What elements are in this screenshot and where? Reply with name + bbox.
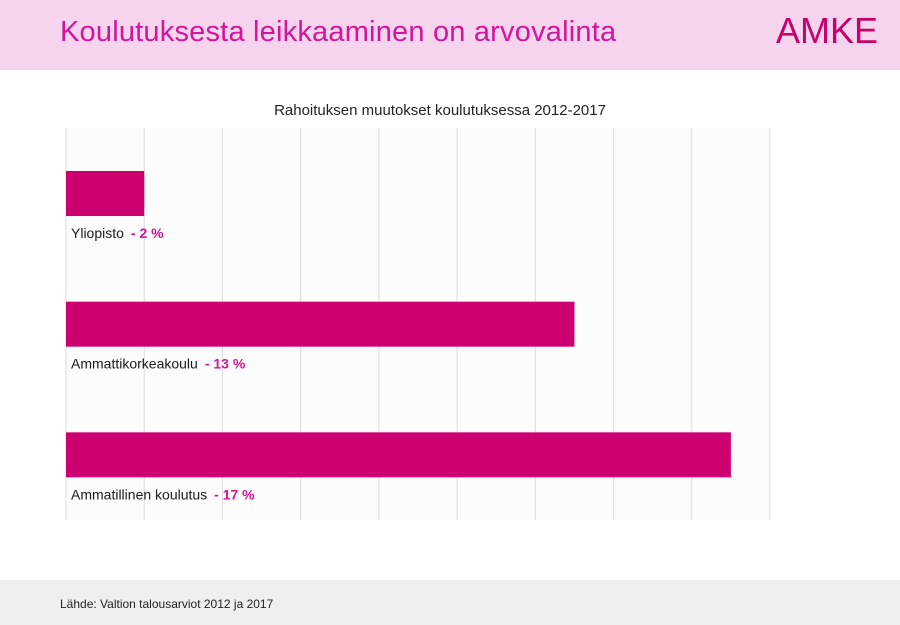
bar-1 bbox=[66, 171, 145, 216]
page-title: Koulutuksesta leikkaaminen on arvovalint… bbox=[60, 16, 617, 48]
bar-2 bbox=[66, 301, 575, 347]
source-note: Lähde: Valtion talousarviot 2012 ja 2017 bbox=[60, 597, 274, 611]
footer: Lähde: Valtion talousarviot 2012 ja 2017 bbox=[0, 580, 900, 625]
category-label: Ammatillinen koulutus - 17 % bbox=[71, 486, 255, 502]
chart-title: Rahoituksen muutokset koulutuksessa 2012… bbox=[274, 102, 606, 119]
category-label: Yliopisto - 2 % bbox=[71, 225, 164, 241]
bar-chart: Yliopisto - 2 % Ammattikorkeakoulu - 13 % Am… bbox=[65, 128, 771, 520]
header-banner: Koulutuksesta leikkaaminen on arvovalint… bbox=[0, 0, 900, 70]
category-label: Ammattikorkeakoulu - 13 % bbox=[71, 356, 246, 372]
bar-3 bbox=[66, 432, 731, 478]
amke-logo: AMKE bbox=[775, 10, 878, 51]
